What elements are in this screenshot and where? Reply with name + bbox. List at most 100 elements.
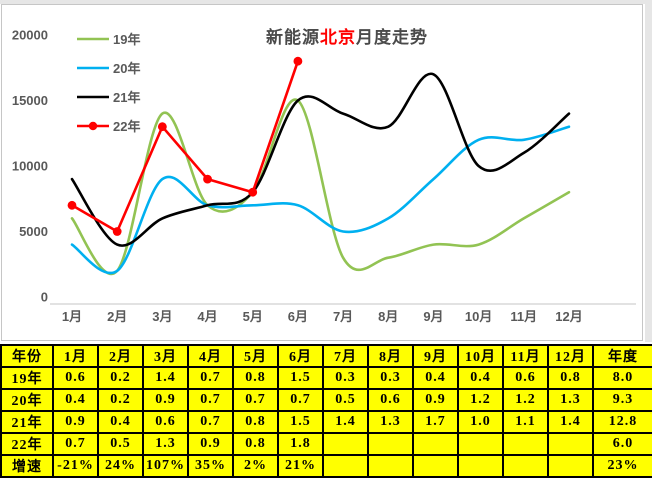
row-label-cell: 20年 — [0, 388, 54, 412]
table-header-cell: 12月 — [547, 344, 594, 368]
table-cell: 0.8 — [232, 432, 279, 456]
table-cell — [322, 432, 369, 456]
table-cell: 0.6 — [367, 388, 414, 412]
table-cell: 1.3 — [142, 432, 189, 456]
table-cell — [502, 454, 549, 478]
table-cell: -21% — [52, 454, 99, 478]
table-header-cell: 年份 — [0, 344, 54, 368]
table-cell — [412, 454, 459, 478]
legend-label: 22年 — [113, 119, 141, 134]
table-header-cell: 4月 — [187, 344, 234, 368]
outer-background-right — [645, 0, 652, 342]
series-line-21年 — [70, 72, 571, 247]
x-axis-tick-label: 2月 — [107, 309, 127, 324]
table-cell — [367, 432, 414, 456]
data-point-marker-22年 — [293, 56, 303, 66]
table-header-cell: 1月 — [52, 344, 99, 368]
x-axis-tick-label: 12月 — [555, 309, 582, 324]
data-point-marker-22年 — [67, 200, 77, 210]
table-cell — [457, 454, 504, 478]
chart-title-highlight: 北京 — [320, 28, 356, 47]
x-axis-tick-label: 6月 — [288, 309, 308, 324]
table-cell — [547, 454, 594, 478]
table-header-cell: 10月 — [457, 344, 504, 368]
row-label-cell: 19年 — [0, 366, 54, 390]
table-header-cell: 年度 — [592, 344, 652, 368]
table-cell: 0.6 — [502, 366, 549, 390]
table-cell: 1.4 — [322, 410, 369, 434]
table-header-cell: 8月 — [367, 344, 414, 368]
legend-line-swatch — [77, 66, 109, 69]
x-axis-tick-label: 4月 — [197, 309, 217, 324]
legend-item-21年: 21年 — [76, 82, 140, 111]
table-row-增速: 增速 -21% 24% 107% 35% 2% 21% 23% — [0, 454, 652, 478]
chart-legend: 19年 20年 21年 22年 — [76, 24, 140, 140]
x-axis-tick-label: 5月 — [243, 309, 263, 324]
series-line-20年 — [70, 125, 571, 275]
table-cell: 0.3 — [367, 366, 414, 390]
table-cell: 0.5 — [322, 388, 369, 412]
table-cell: 0.4 — [412, 366, 459, 390]
row-label-cell: 22年 — [0, 432, 54, 456]
legend-line-swatch — [77, 95, 109, 98]
table-cell: 107% — [142, 454, 189, 478]
table-cell: 1.8 — [277, 432, 324, 456]
table-header-cell: 11月 — [502, 344, 549, 368]
table-cell — [412, 432, 459, 456]
table-row-20年: 20年 0.4 0.2 0.9 0.7 0.7 0.7 0.5 0.6 0.9 1.2 1.2 1.3 9… — [0, 388, 652, 412]
x-axis-tick-label: 9月 — [423, 309, 443, 324]
table-cell — [322, 454, 369, 478]
data-point-marker-22年 — [112, 227, 122, 236]
table-cell: 1.5 — [277, 410, 324, 434]
table-cell — [502, 432, 549, 456]
table-cell — [457, 432, 504, 456]
table-row-22年: 22年 0.7 0.5 1.3 0.9 0.8 1.8 6.0 — [0, 432, 652, 456]
table-cell: 0.9 — [52, 410, 99, 434]
table-header-cell: 3月 — [142, 344, 189, 368]
table-cell: 9.3 — [592, 388, 652, 412]
table-cell: 6.0 — [592, 432, 652, 456]
table-cell: 1.2 — [457, 388, 504, 412]
data-point-marker-22年 — [157, 122, 167, 132]
table-cell: 0.2 — [97, 388, 144, 412]
data-point-marker-22年 — [248, 187, 258, 197]
x-axis-tick-label: 7月 — [333, 309, 353, 324]
table-cell: 1.0 — [457, 410, 504, 434]
table-cell: 1.3 — [547, 388, 594, 412]
table-cell: 0.8 — [232, 366, 279, 390]
table-cell: 0.4 — [97, 410, 144, 434]
legend-line-swatch — [77, 37, 109, 40]
chart-title-suffix: 月度走势 — [356, 28, 428, 47]
trend-line-chart: 0 5000 10000 15000 20000 1月 2月 3月 4月 5月 6月 7月 8月 9月 10… — [12, 28, 636, 324]
table-cell: 0.7 — [187, 366, 234, 390]
x-axis-tick-label: 3月 — [152, 309, 172, 324]
chart-title-prefix: 新能源 — [266, 28, 320, 47]
table-cell: 21% — [277, 454, 324, 478]
table-header-row: 年份 1月 2月 3月 4月 5月 6月 7月 8月 9月 10月 11月 12月 年度 — [0, 344, 652, 368]
row-label-cell: 21年 — [0, 410, 54, 434]
table-cell: 1.7 — [412, 410, 459, 434]
legend-label: 21年 — [113, 90, 141, 105]
y-axis-tick-label: 0 — [41, 290, 48, 305]
legend-label: 20年 — [113, 61, 141, 76]
series-line-19年 — [70, 98, 571, 276]
table-header-cell: 2月 — [97, 344, 144, 368]
table-cell: 0.8 — [547, 366, 594, 390]
table-cell: 1.1 — [502, 410, 549, 434]
chart-panel: 0 5000 10000 15000 20000 1月 2月 3月 4月 5月 6月 7月 8月 9月 10… — [1, 4, 643, 341]
table-cell — [367, 454, 414, 478]
outer-background-top — [0, 0, 652, 4]
legend-item-20年: 20年 — [76, 53, 140, 82]
x-axis-tick-label: 10月 — [465, 309, 492, 324]
data-point-marker-22年 — [203, 174, 212, 184]
legend-item-22年: 22年 — [76, 111, 140, 140]
legend-label: 19年 — [113, 32, 141, 47]
chart-title: 新能源北京月度走势 — [172, 27, 522, 49]
x-axis-tick-label: 1月 — [62, 309, 82, 324]
y-axis-tick-label: 15000 — [12, 93, 48, 108]
table-cell: 1.5 — [277, 366, 324, 390]
legend-item-19年: 19年 — [76, 24, 140, 53]
table-cell — [547, 432, 594, 456]
legend-line-swatch — [77, 121, 109, 130]
